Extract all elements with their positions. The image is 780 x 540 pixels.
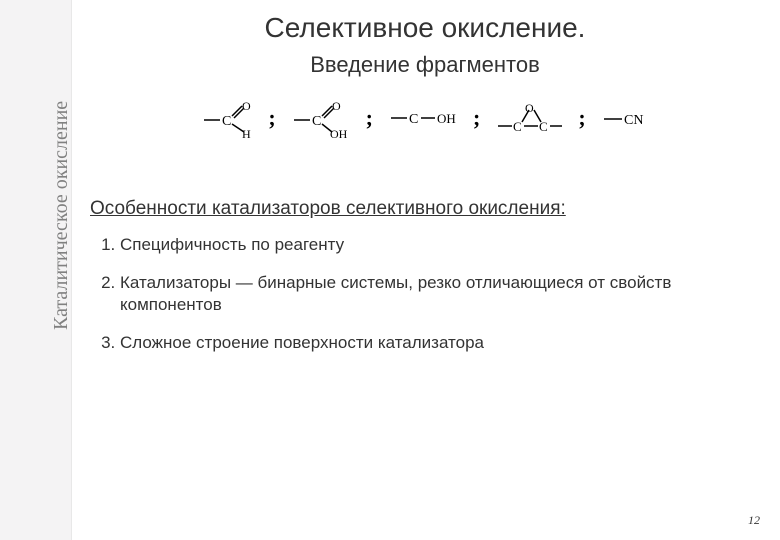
separator: ; [268, 105, 275, 131]
separator: ; [473, 105, 480, 131]
page-number: 12 [748, 513, 760, 528]
svg-text:OH: OH [330, 127, 348, 138]
fragment-aldehyde: C O H [200, 98, 254, 138]
svg-text:O: O [332, 99, 341, 113]
page-subtitle: Введение фрагментов [90, 52, 760, 78]
chemical-fragments: C O H ; C O OH ; [90, 98, 760, 138]
svg-text:H: H [242, 127, 251, 138]
svg-text:O: O [242, 99, 251, 113]
svg-text:C: C [222, 114, 231, 129]
svg-text:C: C [513, 119, 522, 134]
svg-text:C: C [409, 112, 418, 127]
fragment-epoxide: C O C [494, 100, 564, 136]
feature-item: Специфичность по реагенту [120, 234, 760, 256]
fragment-nitrile: CN [600, 105, 650, 131]
feature-item: Сложное строение поверхности катализатор… [120, 332, 760, 354]
fragment-hydroxyl: C OH [387, 103, 459, 133]
main-content: Селективное окисление. Введение фрагмент… [90, 0, 760, 540]
svg-text:CN: CN [624, 113, 643, 128]
fragment-carboxyl: C O OH [290, 98, 352, 138]
features-list: Специфичность по реагенту Катализаторы —… [90, 234, 760, 354]
svg-text:OH: OH [437, 111, 456, 126]
svg-text:C: C [312, 114, 321, 129]
svg-text:O: O [525, 101, 534, 115]
page-title: Селективное окисление. [90, 12, 760, 44]
sidebar-label: Каталитическое окисление [50, 101, 73, 330]
sidebar: Каталитическое окисление [0, 0, 72, 540]
features-heading: Особенности катализаторов селективного о… [90, 198, 760, 220]
svg-text:C: C [539, 119, 548, 134]
feature-item: Катализаторы — бинарные системы, резко о… [120, 272, 760, 316]
separator: ; [366, 105, 373, 131]
separator: ; [578, 105, 585, 131]
